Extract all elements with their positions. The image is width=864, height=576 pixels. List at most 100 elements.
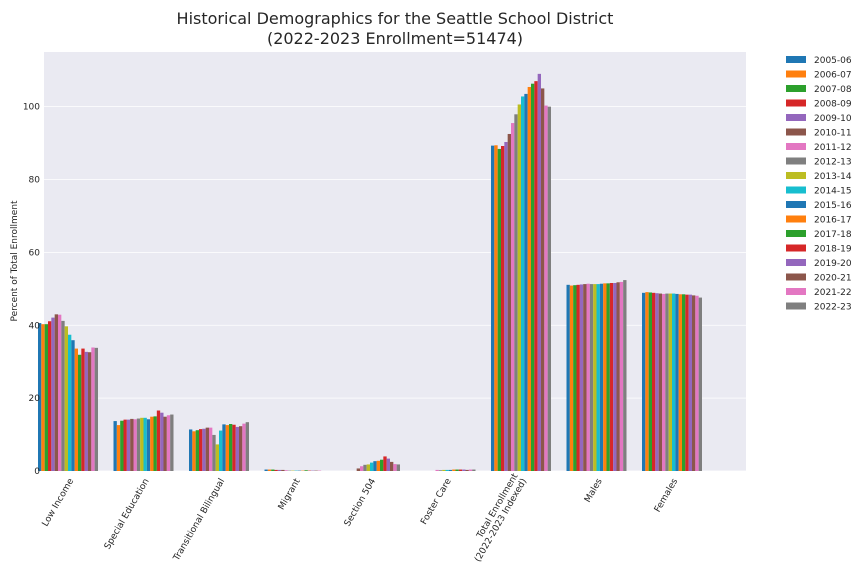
bar [579, 284, 584, 471]
y-tick-label: 60 [29, 248, 41, 258]
y-tick-label: 100 [23, 103, 40, 113]
bar [698, 297, 702, 471]
bar [672, 293, 676, 471]
bar [160, 412, 164, 471]
bar [202, 428, 206, 471]
legend-swatch [786, 186, 806, 194]
bar [94, 347, 98, 471]
bar [274, 469, 278, 471]
legend-swatch [786, 244, 806, 252]
bar [645, 292, 649, 471]
bar [123, 419, 127, 471]
bar [531, 83, 535, 471]
bar [616, 282, 620, 471]
legend-swatch [786, 215, 806, 223]
bar [527, 86, 531, 471]
bar [472, 469, 476, 471]
legend-swatch [786, 230, 806, 237]
bar [143, 417, 147, 471]
bar [642, 292, 646, 471]
bar [81, 348, 85, 471]
bar [126, 419, 131, 471]
bar [468, 469, 473, 471]
bar [566, 284, 570, 471]
bar [662, 293, 666, 471]
bar [586, 283, 590, 471]
legend-swatch [786, 302, 806, 310]
bar [54, 314, 58, 471]
bar [232, 424, 236, 471]
bar [133, 419, 137, 471]
bar [360, 466, 364, 471]
chart-title-line-1: Historical Demographics for the Seattle … [177, 9, 614, 28]
bar [517, 104, 521, 471]
bar [599, 283, 604, 471]
bar [74, 348, 78, 471]
legend-label: 2011-12 [814, 143, 852, 153]
bar [61, 320, 65, 471]
bar [396, 464, 400, 471]
legend-label: 2010-11 [814, 129, 852, 139]
bar [668, 293, 672, 471]
legend-label: 2022-23 [814, 303, 852, 313]
x-tick-label: Special Education [103, 477, 152, 551]
legend-label: 2007-08 [814, 85, 852, 95]
bar [130, 418, 134, 471]
bar [366, 464, 370, 471]
legend-label: 2016-17 [814, 216, 852, 226]
bar [462, 469, 466, 471]
bar [264, 469, 268, 471]
bar [41, 324, 45, 471]
bar [140, 417, 144, 471]
legend-label: 2014-15 [814, 187, 852, 197]
bar [682, 294, 686, 471]
bar [88, 352, 92, 471]
legend-swatch [786, 114, 806, 121]
bars [38, 73, 702, 472]
bar [569, 285, 574, 471]
bar [491, 145, 495, 471]
y-tick-label: 20 [29, 394, 41, 404]
bar [166, 415, 171, 471]
y-tick-label: 80 [29, 176, 41, 186]
bar [38, 323, 42, 471]
bar [593, 284, 597, 471]
plot-area [44, 52, 746, 471]
bar [156, 410, 161, 471]
legend-swatch [786, 70, 806, 78]
bar [609, 283, 614, 471]
legend-swatch [786, 56, 806, 63]
bar [606, 283, 610, 471]
bar [267, 469, 272, 471]
bar [284, 470, 288, 471]
bar [44, 324, 48, 471]
bar [648, 292, 652, 471]
bar [623, 280, 627, 471]
bar [692, 295, 696, 471]
bar [370, 462, 374, 471]
legend-swatch [786, 157, 806, 165]
bar [277, 469, 282, 471]
bar [504, 141, 508, 472]
x-axis-ticks: Low Income Special Education Transitional … [41, 472, 681, 564]
bar [655, 293, 659, 471]
bar [383, 456, 387, 471]
bar [229, 424, 233, 471]
bar [497, 148, 501, 472]
bar [458, 469, 463, 471]
bar [589, 284, 594, 471]
bar [215, 444, 219, 471]
bar [212, 434, 216, 471]
legend-label: 2006-07 [814, 71, 852, 81]
bar [514, 114, 518, 472]
bar [386, 458, 390, 471]
legend: 2005-06 2006-07 2007-08 2008-09 2009-10 2010-… [786, 56, 852, 313]
bar [494, 145, 498, 471]
bar [58, 314, 62, 471]
bar [452, 469, 456, 471]
legend-label: 2005-06 [814, 56, 852, 66]
legend-swatch [786, 172, 806, 179]
bar [619, 281, 624, 471]
bar [91, 347, 95, 471]
chart-title-line-2: (2022-2023 Enrollment=51474) [267, 29, 523, 48]
